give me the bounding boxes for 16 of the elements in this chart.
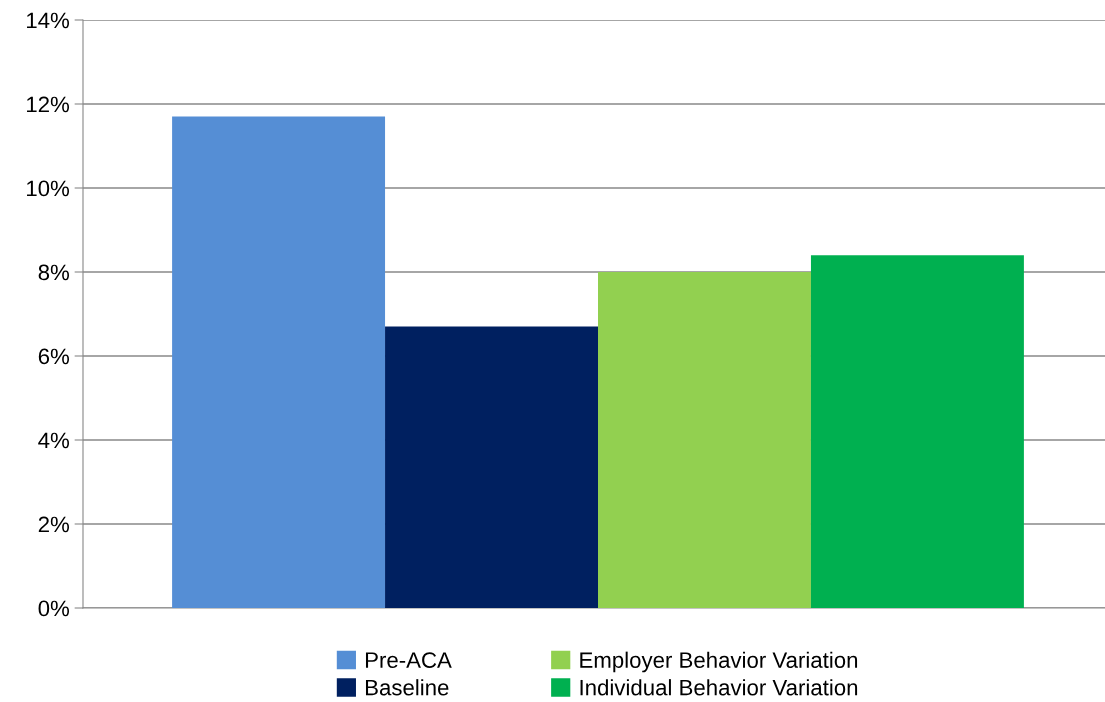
y-tick-label: 2% [38,516,70,533]
legend-label: Individual Behavior Variation [580,679,858,696]
y-tick-label: 10% [27,180,70,197]
bar [810,255,1024,608]
legend-label: Pre-ACA [365,652,452,668]
y-tick-label: 8% [38,264,70,281]
bar [172,116,386,608]
y-tick-label: 12% [27,96,70,113]
y-tick-label: 6% [38,348,70,365]
legend-label: Employer Behavior Variation [580,651,858,673]
y-tick-label: 0% [38,600,70,617]
legend-label: Baseline [365,679,449,696]
y-tick-label: 4% [38,432,70,449]
bar [385,326,598,608]
bar [598,272,811,608]
y-tick-label: 14% [27,12,70,29]
